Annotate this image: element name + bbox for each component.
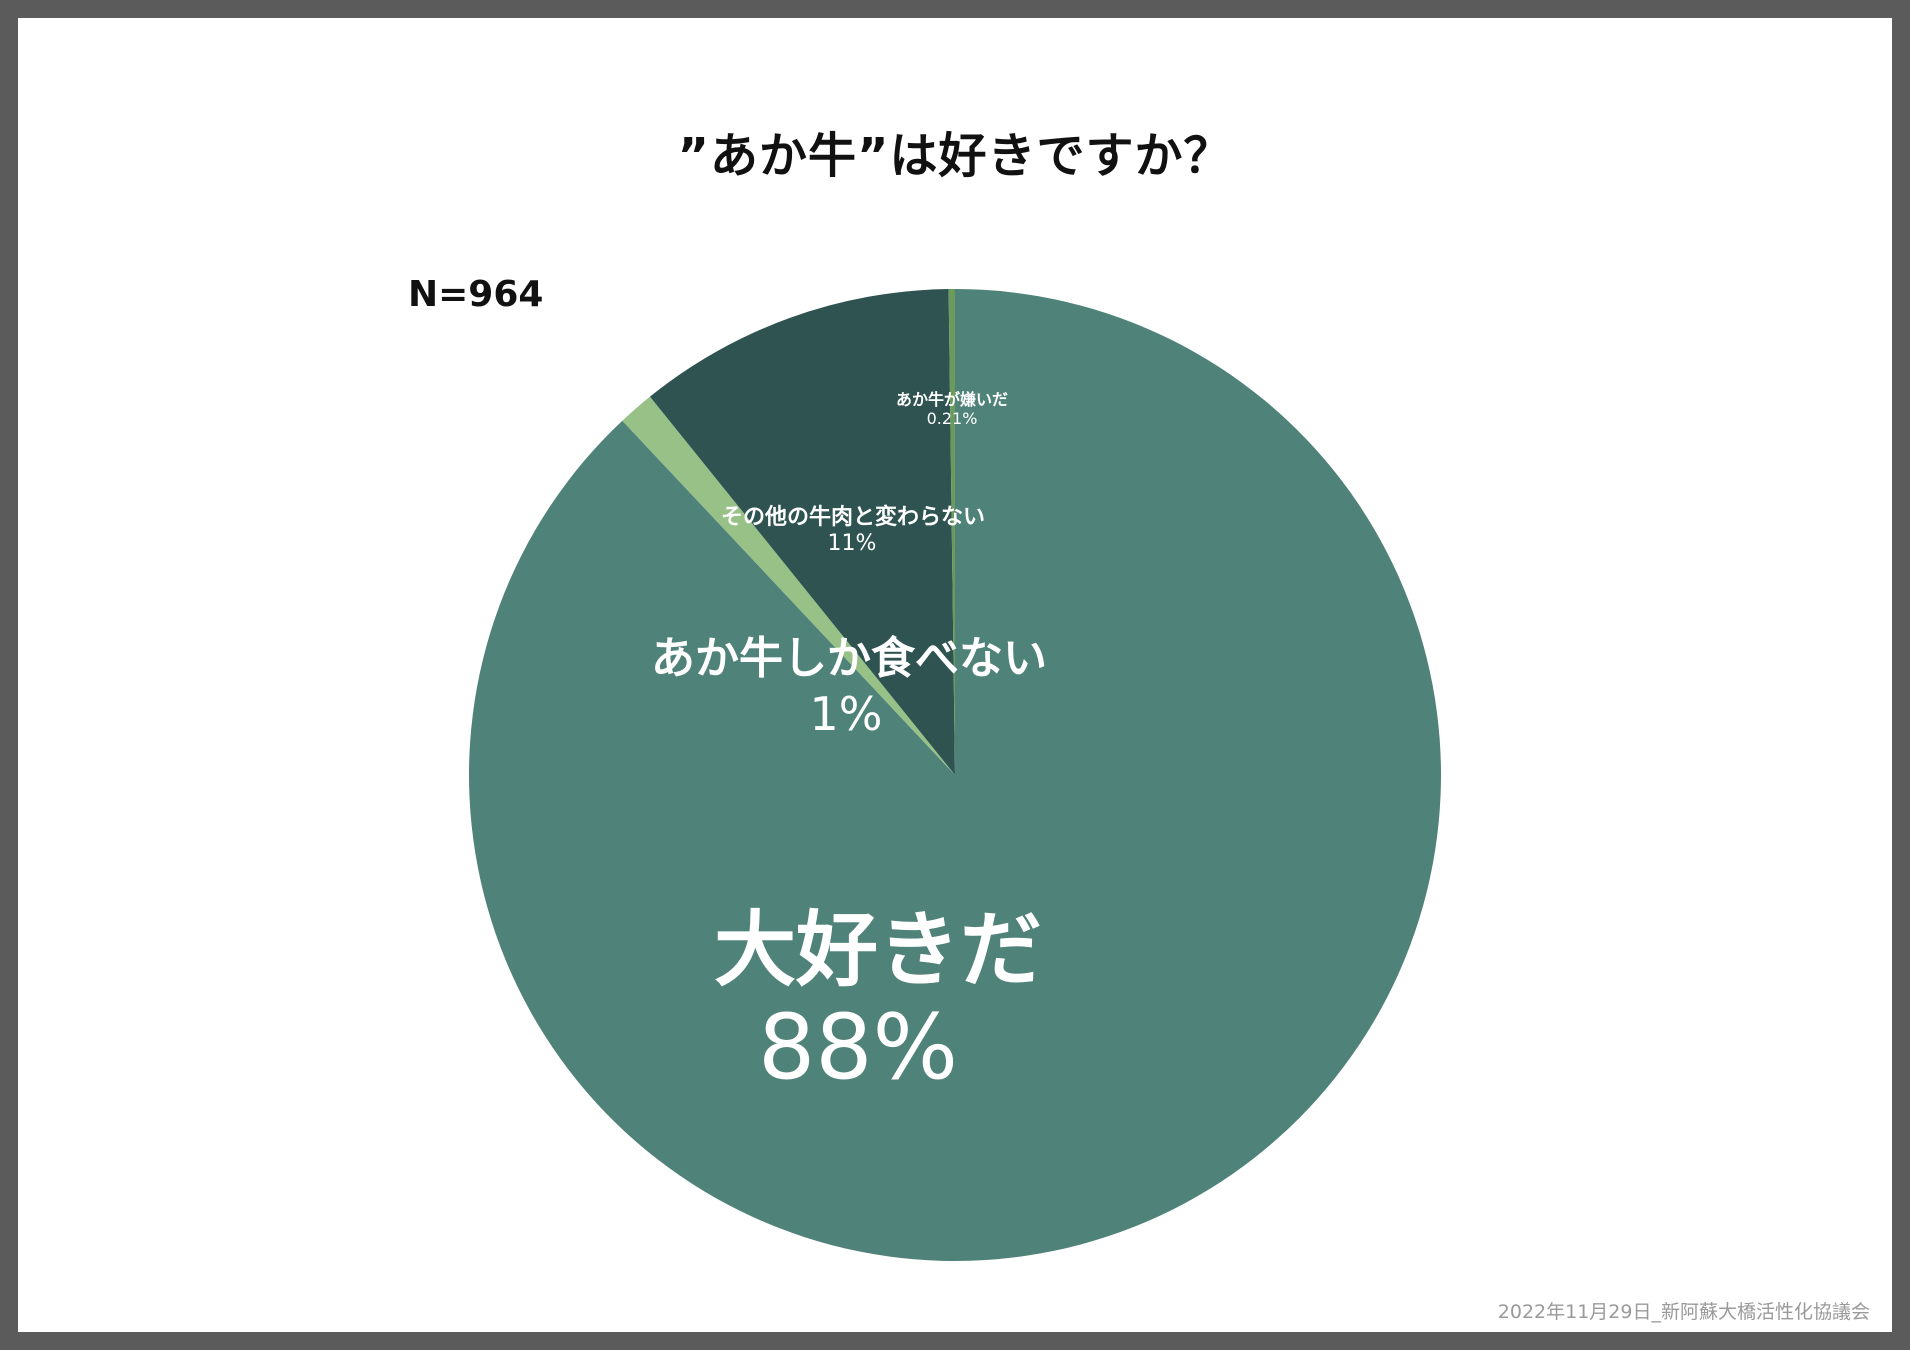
pie-slice-dislike [948, 288, 955, 775]
label-group-same-as-other: その他の牛肉と変わらない 11% [721, 504, 985, 556]
slice-value-daisuki: 88% [758, 995, 958, 1100]
label-group-only-akaushi: あか牛しか食べない 1% [651, 633, 1047, 741]
pie-slice-only-akaushi [622, 396, 955, 775]
slice-label-same-as-other: その他の牛肉と変わらない [721, 504, 985, 530]
slice-label-daisuki: 大好きだ [714, 903, 1042, 998]
label-group-daisuki: 大好きだ 88% [714, 903, 1042, 1100]
pie-slice-same-as-other [649, 289, 955, 775]
slice-value-same-as-other: 11% [828, 531, 877, 556]
slice-value-only-akaushi: 1% [810, 687, 883, 741]
footer-credit: 2022年11月29日_新阿蘇大橋活性化協議会 [1497, 1301, 1870, 1323]
label-group-dislike: あか牛が嫌いだ 0.21% [896, 390, 1008, 428]
pie-slices [468, 288, 1441, 1261]
pie-labels: 大好きだ 88% あか牛しか食べない 1% その他の牛肉と変わらない 11% あ… [651, 390, 1047, 1100]
slice-label-dislike: あか牛が嫌いだ [896, 390, 1008, 409]
slice-label-only-akaushi: あか牛しか食べない [651, 633, 1047, 684]
slide: ”あか牛”は好きですか？ N=964 大好きだ 88% あか牛しか食べない 1%… [18, 18, 1892, 1332]
pie-chart: 大好きだ 88% あか牛しか食べない 1% その他の牛肉と変わらない 11% あ… [468, 288, 1441, 1261]
pie-slice-daisuki [468, 289, 1441, 1261]
slice-value-dislike: 0.21% [927, 409, 978, 428]
chart-title: ”あか牛”は好きですか？ [677, 128, 1233, 184]
sample-size-label: N=964 [408, 274, 544, 315]
